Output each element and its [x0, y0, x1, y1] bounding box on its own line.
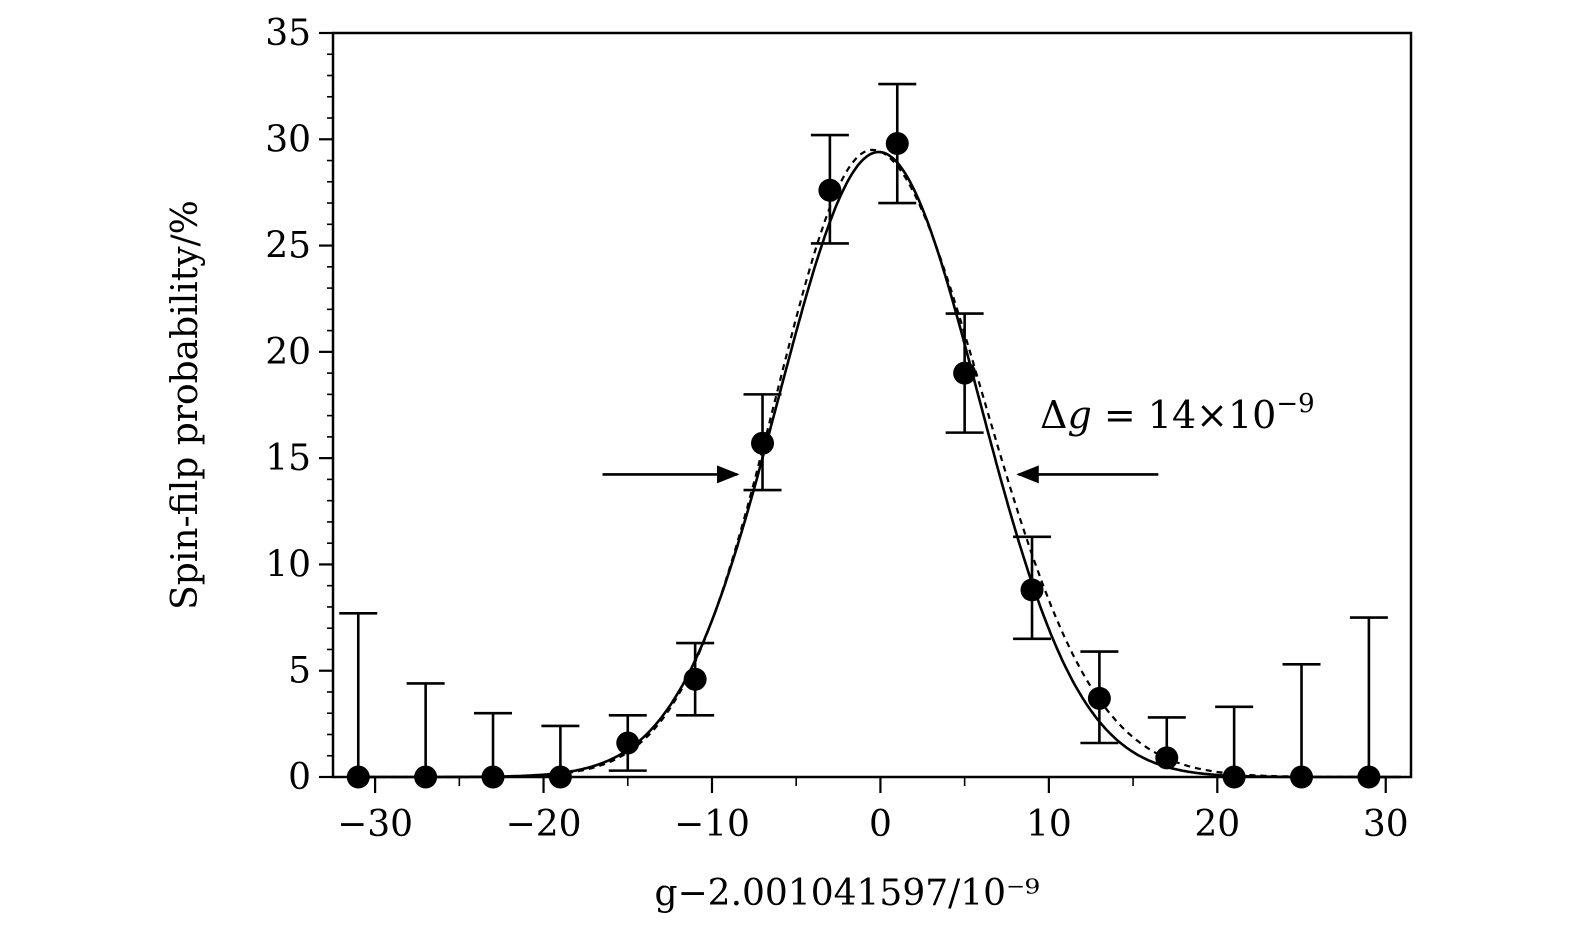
data-point: [1222, 765, 1246, 789]
data-point: [1087, 686, 1111, 710]
y-tick-label: 15: [265, 438, 311, 479]
data-point: [414, 765, 438, 789]
data-point: [346, 765, 370, 789]
x-tick-label: −30: [337, 804, 413, 845]
fit-curves: [358, 148, 1401, 779]
data-point: [953, 361, 977, 385]
plot-frame: [319, 31, 1413, 793]
data-point: [1290, 765, 1314, 789]
y-tick-label: 30: [265, 119, 311, 160]
x-tick-label: 0: [869, 804, 892, 845]
solid-fit-curve: [358, 150, 1401, 779]
y-axis-title: Spin-filp probability/%: [165, 200, 206, 610]
x-tick-label: −20: [506, 804, 582, 845]
y-tick-label: 10: [265, 544, 311, 585]
data-point: [885, 132, 909, 156]
plot-border: [331, 31, 1413, 779]
dashed-fit-curve: [358, 148, 1401, 779]
data-point: [818, 178, 842, 202]
y-tick-label: 0: [288, 757, 311, 798]
data-point: [1155, 746, 1179, 770]
y-tick-label: 5: [288, 651, 311, 692]
x-tick-label: −10: [674, 804, 750, 845]
data-point: [616, 731, 640, 755]
data-point: [1020, 578, 1044, 602]
x-tick-label: 10: [1026, 804, 1072, 845]
data-point: [548, 765, 572, 789]
data-point: [751, 431, 775, 455]
delta-g-label: Δg = 14×10−9: [1040, 389, 1315, 437]
data-point: [481, 765, 505, 789]
data-points: [339, 82, 1388, 789]
x-axis-title: g−2.001041597/10⁻⁹: [654, 873, 1039, 914]
y-tick-label: 35: [265, 13, 311, 54]
y-tick-label: 20: [265, 332, 311, 373]
y-tick-label: 25: [265, 226, 311, 267]
x-tick-label: 20: [1194, 804, 1240, 845]
delta-g-annotation: Δg = 14×10−9: [602, 389, 1315, 484]
data-point: [683, 667, 707, 691]
data-point: [1357, 765, 1381, 789]
x-tick-label: 30: [1363, 804, 1409, 845]
axes-text: 0 5 10 15 20 25 30 35 −30 −20 −10 0 10 20 30 g−2.001041…: [165, 13, 1409, 914]
